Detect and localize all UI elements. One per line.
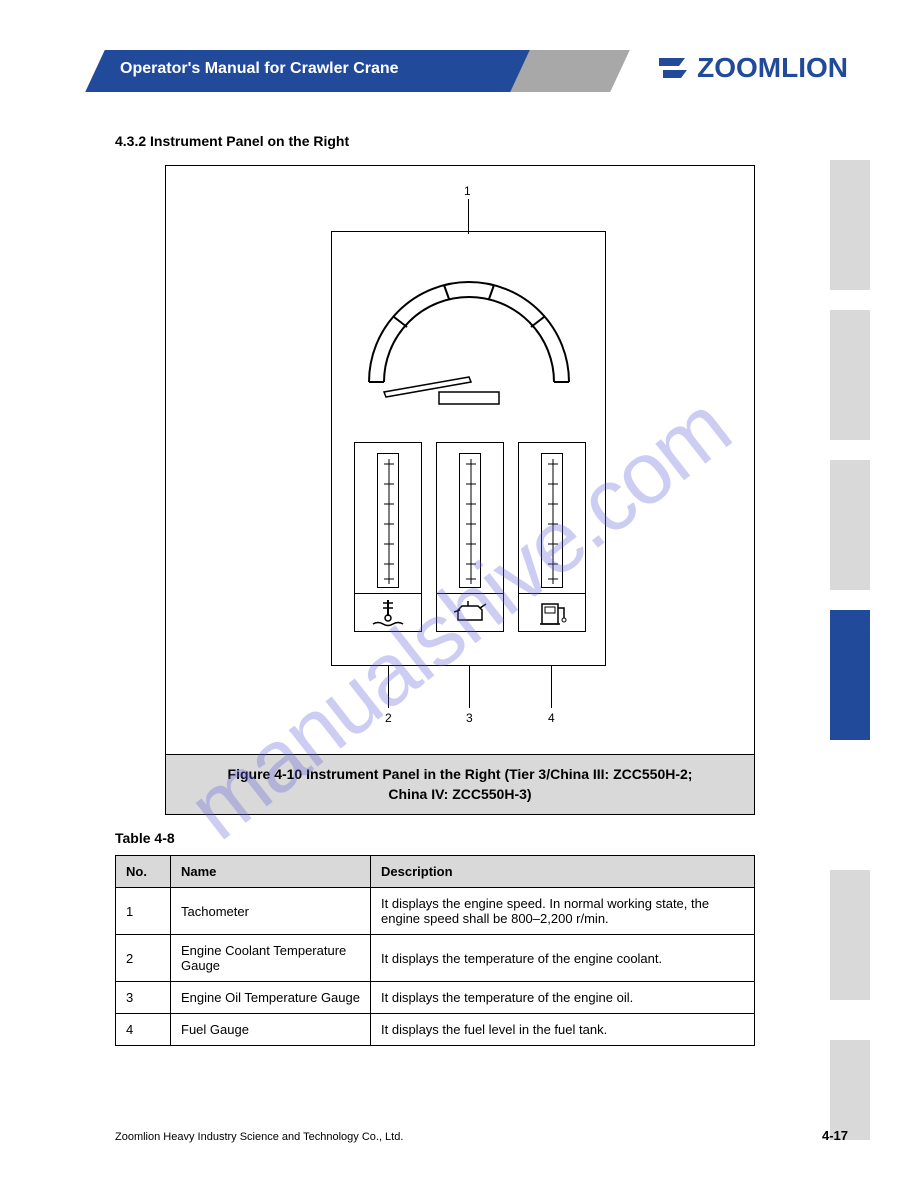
figure-caption: Figure 4-10 Instrument Panel in the Righ… (166, 754, 754, 814)
instrument-panel-outline (331, 231, 606, 666)
gauge-bar (377, 453, 399, 588)
cell-name: Engine Coolant Temperature Gauge (171, 935, 371, 982)
cell-name: Tachometer (171, 888, 371, 935)
sidebar-tab-1 (830, 160, 870, 290)
zoomlion-logo-icon (657, 54, 689, 82)
col-header-name: Name (171, 856, 371, 888)
gauge-bar (541, 453, 563, 588)
cell-no: 4 (116, 1014, 171, 1046)
cell-no: 2 (116, 935, 171, 982)
coolant-temp-icon (368, 598, 408, 628)
brand-name: ZOOMLION (697, 52, 848, 84)
fuel-gauge (518, 442, 586, 632)
callout-4-label: 4 (548, 711, 555, 725)
cell-desc: It displays the temperature of the engin… (371, 935, 755, 982)
footer-company: Zoomlion Heavy Industry Science and Tech… (115, 1131, 403, 1143)
gauge-ticks-icon (542, 454, 564, 589)
cell-no: 1 (116, 888, 171, 935)
callout-4-line (551, 666, 552, 708)
oil-temp-gauge (436, 442, 504, 632)
callout-1-label: 1 (464, 184, 471, 198)
sidebar-tab-5 (830, 870, 870, 1000)
cell-desc: It displays the fuel level in the fuel t… (371, 1014, 755, 1046)
gauge-ticks-icon (378, 454, 400, 589)
oil-can-icon (450, 598, 490, 628)
fuel-pump-icon (532, 598, 572, 628)
col-header-no: No. (116, 856, 171, 888)
cell-name: Engine Oil Temperature Gauge (171, 982, 371, 1014)
sidebar-tab-2 (830, 310, 870, 440)
table-row: 3 Engine Oil Temperature Gauge It displa… (116, 982, 755, 1014)
section-heading: 4.3.2 Instrument Panel on the Right (115, 133, 349, 149)
callout-2-label: 2 (385, 711, 392, 725)
sidebar-tab-6 (830, 1040, 870, 1140)
sidebar-tab-3 (830, 460, 870, 590)
callout-3-label: 3 (466, 711, 473, 725)
figure-frame: 1 (165, 165, 755, 815)
table-title: Table 4-8 (115, 830, 175, 846)
table-row: 2 Engine Coolant Temperature Gauge It di… (116, 935, 755, 982)
table-row: 1 Tachometer It displays the engine spee… (116, 888, 755, 935)
coolant-temp-gauge (354, 442, 422, 632)
table-row: 4 Fuel Gauge It displays the fuel level … (116, 1014, 755, 1046)
header-grey-bar (510, 50, 630, 92)
cell-desc: It displays the engine speed. In normal … (371, 888, 755, 935)
tachometer-gauge (344, 247, 594, 417)
col-header-desc: Description (371, 856, 755, 888)
brand-logo: ZOOMLION (657, 52, 848, 84)
cell-name: Fuel Gauge (171, 1014, 371, 1046)
figure-caption-text: Figure 4-10 Instrument Panel in the Righ… (228, 765, 693, 804)
page-header: Operator's Manual for Crawler Crane ZOOM… (0, 50, 918, 98)
callout-2-line (388, 666, 389, 708)
page-number: 4-17 (822, 1128, 848, 1143)
gauge-ticks-icon (460, 454, 482, 589)
cell-desc: It displays the temperature of the engin… (371, 982, 755, 1014)
header-title: Operator's Manual for Crawler Crane (120, 60, 399, 78)
gauge-bar (459, 453, 481, 588)
sidebar-tab-4-active (830, 610, 870, 740)
gauge-description-table: No. Name Description 1 Tachometer It dis… (115, 855, 755, 1046)
cell-no: 3 (116, 982, 171, 1014)
table-header-row: No. Name Description (116, 856, 755, 888)
callout-1-line (468, 199, 469, 234)
callout-3-line (469, 666, 470, 708)
